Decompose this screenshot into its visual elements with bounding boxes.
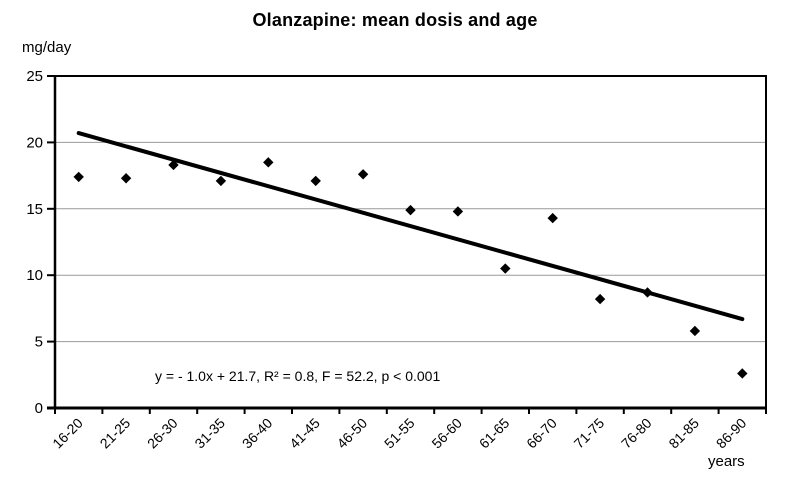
data-point-marker <box>642 287 653 298</box>
regression-equation-annotation: y = - 1.0x + 21.7, R² = 0.8, F = 52.2, p… <box>155 368 441 384</box>
y-tick-label: 10 <box>26 267 43 284</box>
x-tick-label: 56-60 <box>428 415 465 452</box>
data-point-marker <box>120 173 132 184</box>
x-tick-label: 61-65 <box>476 415 513 452</box>
data-point-marker <box>547 212 558 224</box>
x-axis-unit-label: years <box>708 453 745 470</box>
data-point-marker <box>452 206 464 217</box>
x-tick-label: 41-45 <box>286 415 323 452</box>
data-point-marker <box>405 204 416 216</box>
data-point-marker <box>263 157 274 168</box>
y-tick-label: 5 <box>35 334 43 351</box>
x-tick-label: 71-75 <box>571 415 608 452</box>
trend-line <box>76 131 745 322</box>
x-tick-label: 51-55 <box>381 415 418 452</box>
data-point-marker <box>73 171 84 183</box>
data-point-marker <box>737 368 748 379</box>
y-tick-label: 0 <box>35 400 43 417</box>
chart-title: Olanzapine: mean dosis and age <box>252 10 538 30</box>
data-point-marker <box>310 175 321 187</box>
y-tick-label: 25 <box>26 68 43 85</box>
x-tick-label: 16-20 <box>49 415 86 452</box>
data-point-marker <box>357 169 369 180</box>
data-point-marker <box>594 293 606 305</box>
x-tick-label: 66-70 <box>523 415 560 452</box>
data-point-marker <box>215 175 227 187</box>
x-tick-label: 76-80 <box>618 415 655 452</box>
y-axis-unit-label: mg/day <box>22 39 72 56</box>
x-tick-label: 81-85 <box>665 415 702 452</box>
data-point-marker <box>168 159 179 171</box>
x-tick-label: 86-90 <box>713 415 750 452</box>
x-tick-label: 31-35 <box>191 415 228 452</box>
x-tick-label: 26-30 <box>144 415 181 452</box>
y-tick-label: 20 <box>26 134 43 151</box>
x-tick-label: 46-50 <box>334 415 371 452</box>
data-point-marker <box>689 325 701 337</box>
x-tick-label: 21-25 <box>97 415 134 452</box>
y-tick-label: 15 <box>26 201 43 218</box>
x-tick-label: 36-40 <box>239 415 276 452</box>
data-point-marker <box>500 263 511 274</box>
